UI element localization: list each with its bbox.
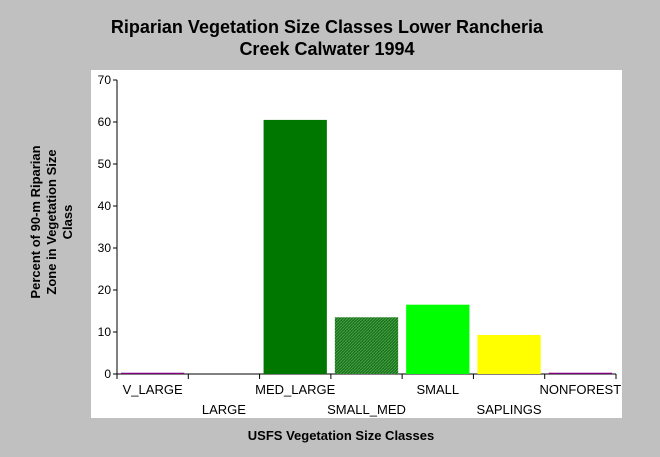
bar-small-med — [334, 317, 399, 374]
y-tick-label: 50 — [98, 157, 112, 171]
y-tick-label: 0 — [104, 367, 111, 381]
x-axis-title: USFS Vegetation Size Classes — [248, 428, 434, 443]
category-label: MED_LARGE — [255, 382, 336, 397]
bar-small — [406, 304, 470, 374]
category-labels: V_LARGE LARGE MED_LARGE SMALL_MED SMALL SAPLI… — [123, 382, 622, 417]
bar-v-large — [121, 372, 185, 374]
bar-saplings — [477, 334, 541, 374]
category-label: SMALL_MED — [327, 402, 406, 417]
y-tick-label: 40 — [98, 199, 112, 213]
bars — [121, 119, 612, 375]
bar-nonforest — [548, 372, 612, 374]
y-axis-title-line-2: Zone in Vegetation Size — [44, 149, 59, 294]
category-label: LARGE — [202, 402, 246, 417]
y-tick-label: 60 — [98, 115, 112, 129]
y-axis-title-line-3: Class — [60, 205, 75, 240]
y-tick-label: 70 — [98, 73, 112, 87]
category-label: SAPLINGS — [477, 402, 542, 417]
category-label: NONFOREST — [540, 382, 622, 397]
y-tick-label: 20 — [98, 283, 112, 297]
category-label: SMALL — [416, 382, 459, 397]
x-ticks — [116, 374, 617, 379]
chart-title-line-1: Riparian Vegetation Size Classes Lower R… — [111, 17, 544, 37]
chart-title-line-2: Creek Calwater 1994 — [239, 39, 414, 59]
category-label: V_LARGE — [123, 382, 183, 397]
bar-med-large — [263, 119, 327, 375]
y-ticks: 0 10 20 30 40 50 60 70 — [98, 73, 117, 381]
y-tick-label: 30 — [98, 241, 112, 255]
y-tick-label: 10 — [98, 325, 112, 339]
y-axis-title-line-1: Percent of 90-m Riparian — [28, 145, 43, 298]
